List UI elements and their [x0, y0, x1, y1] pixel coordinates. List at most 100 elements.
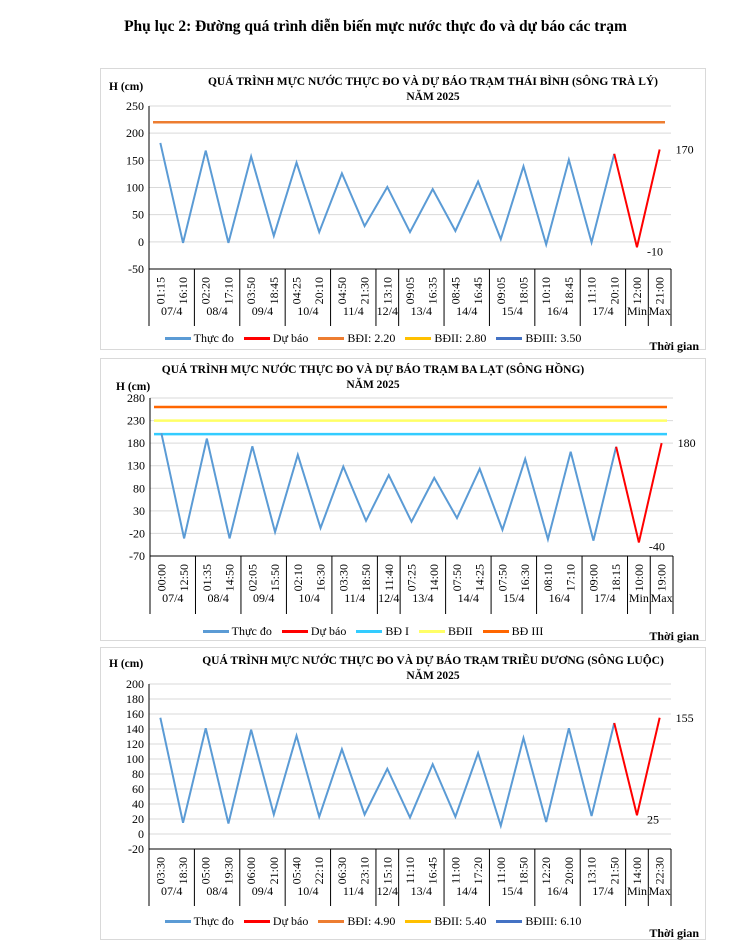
x-tick-label: 02:10	[291, 564, 305, 591]
group-label: 11/4	[343, 304, 364, 318]
chart-plot: 250 200 150 100 50 0 -50 01:15 16:10 02:20 17:10 03…	[126, 99, 694, 326]
x-tick-label: 18:45	[562, 277, 576, 304]
chart-title-line2: NĂM 2025	[406, 670, 460, 682]
group-label: Min	[629, 591, 649, 605]
chart-plot: 280 230 180 130 80 30 -20 -70 00:00 12:50 01:35 14:…	[127, 391, 696, 614]
y-tick-label: 160	[126, 707, 144, 721]
group-label: Min	[627, 884, 647, 898]
x-tick-label: 21:00	[653, 277, 667, 304]
x-tick-label: 20:10	[312, 277, 326, 304]
group-label: 15/4	[501, 304, 522, 318]
document-title: Phụ lục 2: Đường quá trình diễn biến mực…	[124, 18, 627, 35]
group-label: 12/4	[378, 591, 399, 605]
chart-title-line1: QUÁ TRÌNH MỰC NƯỚC THỰC ĐO VÀ DỰ BÁO TRẠ…	[161, 364, 585, 376]
x-tick-label: 16:30	[314, 564, 328, 591]
legend-swatch	[496, 337, 523, 340]
chart-legend: Thực đo Dự báo BĐI: 4.90 BĐII: 5.40 BĐIII: 6…	[101, 914, 645, 929]
group-label: 16/4	[547, 884, 568, 898]
x-tick-label: 11:10	[585, 277, 599, 304]
x-tick-label: 09:05	[403, 277, 417, 304]
legend-item: BĐ III	[482, 624, 543, 639]
group-label: 08/4	[206, 304, 227, 318]
y-tick-label: 280	[127, 391, 145, 405]
legend-swatch	[356, 630, 383, 633]
group-label: 07/4	[162, 591, 183, 605]
group-label: 17/4	[592, 884, 613, 898]
legend-label: Thực đo	[231, 624, 272, 638]
x-tick-label: 18:05	[516, 277, 530, 304]
legend-item: Dự báo	[281, 624, 347, 639]
chart-title-line1: QUÁ TRÌNH MỰC NƯỚC THỰC ĐO VÀ DỰ BÁO TRẠ…	[202, 655, 664, 667]
y-tick-label: 80	[132, 767, 144, 781]
x-tick-label: 05:40	[290, 857, 304, 884]
x-tick-label: 18:50	[359, 564, 373, 591]
x-tick-label: 20:00	[562, 857, 576, 884]
group-label: 11/4	[343, 884, 364, 898]
x-tick-label: 00:00	[154, 564, 168, 591]
legend-label: BĐII: 5.40	[434, 914, 487, 928]
observed-series-line	[159, 717, 616, 830]
x-tick-label: 03:30	[336, 564, 350, 591]
y-tick-label: -50	[128, 262, 144, 276]
legend-item: BĐIII: 3.50	[496, 331, 581, 346]
group-label: 14/4	[456, 304, 477, 318]
legend-item: BĐIII: 6.10	[496, 914, 581, 929]
legend-swatch	[318, 920, 345, 923]
group-label: 15/4	[501, 884, 522, 898]
x-tick-label: 09:00	[586, 564, 600, 591]
legend-label: Thực đo	[193, 331, 234, 345]
x-tick-label: 14:25	[473, 564, 487, 591]
chart-title: QUÁ TRÌNH MỰC NƯỚC THỰC ĐO VÀ DỰ BÁO TRẠ…	[161, 654, 705, 684]
x-tick-label: 13:10	[585, 857, 599, 884]
x-tick-label: 18:50	[516, 857, 530, 884]
forecast-max-label: 155	[676, 711, 694, 725]
x-tick-label: 16:45	[426, 857, 440, 884]
group-label: Min	[627, 304, 647, 318]
group-label: 09/4	[252, 304, 273, 318]
forecast-min-label: -10	[647, 244, 663, 258]
legend-swatch	[281, 630, 308, 633]
legend-item: Dự báo	[243, 914, 309, 929]
group-label: 17/4	[594, 591, 615, 605]
x-tick-label: 21:00	[267, 857, 281, 884]
y-tick-label: -20	[129, 526, 145, 540]
x-tick-label: 20:10	[607, 277, 621, 304]
x-tick-label: 14:50	[223, 564, 237, 591]
chart-legend: Thực đo Dự báo BĐ I BĐII BĐ III	[101, 624, 645, 639]
y-tick-label: 100	[126, 752, 144, 766]
x-tick-label: 12:00	[630, 277, 644, 304]
y-tick-label: 50	[132, 208, 144, 222]
y-tick-label: 140	[126, 722, 144, 736]
x-tick-label: 06:30	[335, 857, 349, 884]
legend-item: BĐI: 4.90	[318, 914, 395, 929]
group-label: 08/4	[208, 591, 229, 605]
x-tick-label: 13:10	[380, 277, 394, 304]
legend-label: Dự báo	[272, 914, 309, 928]
x-tick-label: 06:00	[244, 857, 258, 884]
forecast-series-line	[615, 442, 663, 543]
chart-ba-lat: 280 230 180 130 80 30 -20 -70 00:00 12:50 01:35 14:…	[100, 358, 706, 643]
group-label: 09/4	[252, 884, 273, 898]
x-tick-label: 07:25	[405, 564, 419, 591]
chart-title-line2: NĂM 2025	[346, 379, 400, 391]
x-tick-label: 17:20	[471, 857, 485, 884]
y-tick-label: 0	[138, 827, 144, 841]
group-label: Max	[649, 304, 671, 318]
x-tick-label: 10:10	[539, 277, 553, 304]
group-label: Max	[649, 884, 671, 898]
y-tick-label: 40	[132, 797, 144, 811]
legend-swatch	[164, 337, 191, 340]
legend-swatch	[202, 630, 229, 633]
legend-item: BĐI: 2.20	[318, 331, 395, 346]
y-tick-label: 30	[133, 504, 145, 518]
legend-label: Dự báo	[310, 624, 347, 638]
x-tick-label: 12:50	[177, 564, 191, 591]
legend-item: Thực đo	[164, 914, 234, 929]
observed-series-line	[160, 433, 618, 544]
legend-item: Thực đo	[164, 331, 234, 346]
group-label: 16/4	[547, 304, 568, 318]
x-tick-label: 22:30	[653, 857, 667, 884]
forecast-min-label: -40	[649, 539, 665, 553]
legend-label: Dự báo	[272, 331, 309, 345]
